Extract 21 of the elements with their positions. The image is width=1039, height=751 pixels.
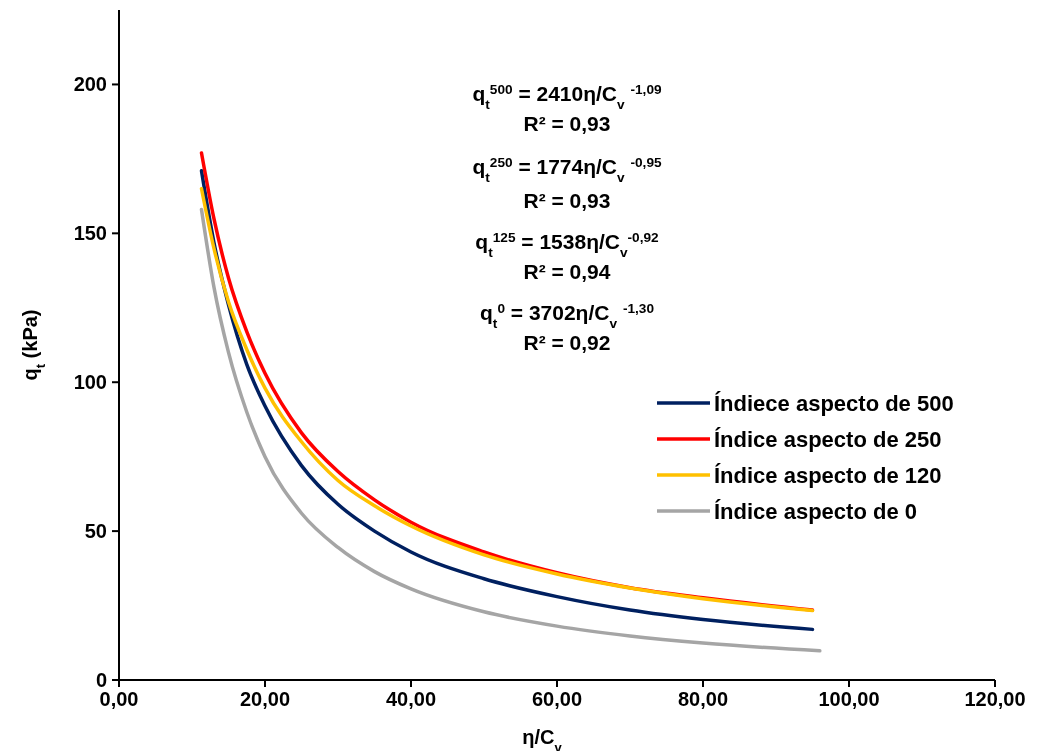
x-tick-label: 40,00 [385,688,437,710]
x-tick-label: 0,00 [99,688,139,710]
x-tick-label: 100,00 [818,688,880,710]
annotation: R² = 0,93 [523,112,611,135]
x-tick-label: 20,00 [239,688,291,710]
x-axis-title: η/C$_{v}$ [522,726,563,751]
x-tick-label: 60,00 [531,688,583,710]
y-tick-label: 50 [84,520,107,543]
y-tick-label: 100 [73,371,107,394]
x-tick-label: 80,00 [677,688,729,710]
y-tick-label: 0 [95,669,107,691]
annotation: R² = 0,92 [523,331,611,354]
annotation: R² = 0,94 [523,260,611,283]
legend-label: Índice aspecto de 0 [714,499,917,524]
annotation: R² = 0,93 [523,189,611,212]
legend-label: Índiece aspecto de 500 [714,391,954,416]
x-tick-label: 120,00 [964,688,1026,710]
legend-label: Índice aspecto de 120 [714,463,942,488]
y-tick-label: 200 [73,73,107,96]
legend-label: Índice aspecto de 250 [714,427,942,452]
y-tick-label: 150 [73,222,107,245]
